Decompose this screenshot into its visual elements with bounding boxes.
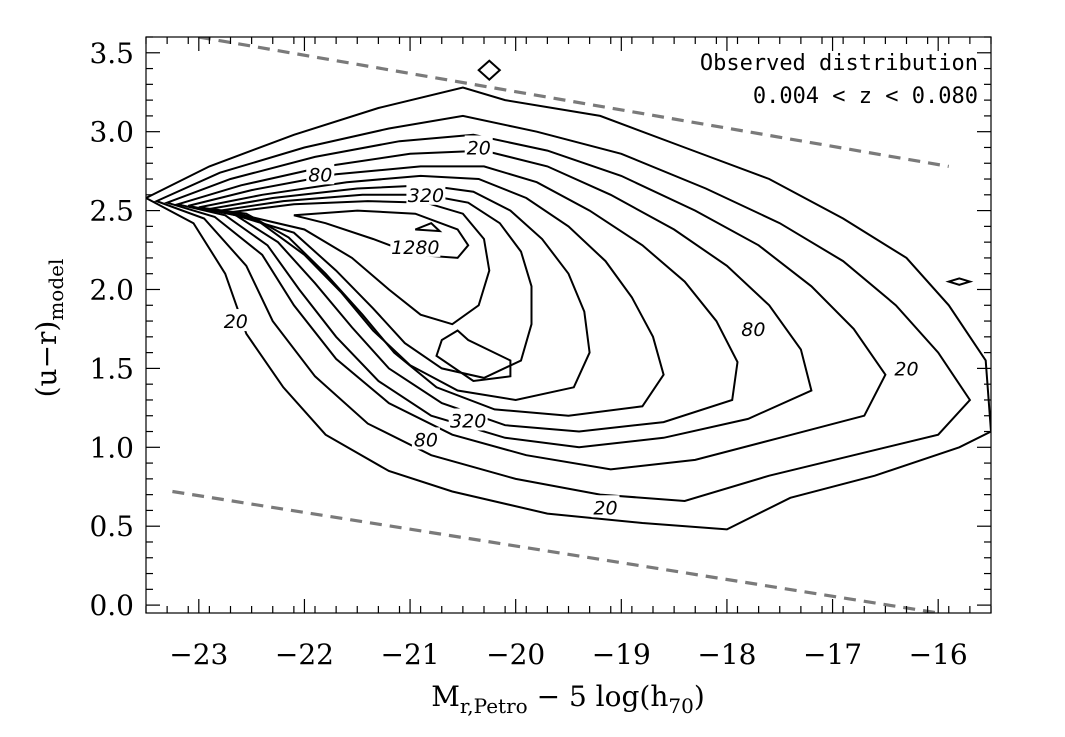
- x-tick-label: −17: [803, 638, 862, 671]
- y-axis-title-main: (u−r): [30, 321, 63, 398]
- axis-ticks: −23 −22 −21 −20 −19 −18 −17 −16 0.0 0.5 1.0 1.5 2.0 2…: [89, 36, 992, 671]
- y-tick-label: 1.5: [89, 352, 134, 385]
- contour-label: 80: [741, 319, 765, 341]
- contour-label: 320: [408, 185, 444, 207]
- contour-label-bg: [739, 316, 768, 339]
- y-tick-label: 2.5: [89, 195, 134, 228]
- contour-peak: [293, 209, 470, 259]
- contour-labels: 20 80 320 1280 20 80 20 320 80 20: [221, 135, 921, 519]
- y-tick-label: 0.5: [89, 510, 134, 543]
- y-tick-label: 1.0: [89, 431, 134, 464]
- contour-c5: [187, 165, 739, 433]
- contour-label-bg: [406, 182, 446, 205]
- contour-speck-right: [945, 277, 974, 286]
- contour-c4: [173, 149, 813, 449]
- y-tick-label: 3.5: [89, 37, 134, 70]
- contour-label-bg: [464, 135, 493, 158]
- contour-label-bg: [892, 356, 921, 379]
- plot-frame: [145, 36, 992, 614]
- contour-c6: [198, 174, 665, 417]
- x-axis-title-sub: r,Petro: [460, 694, 528, 718]
- contour-outer: [146, 86, 991, 531]
- contour-c8: [219, 193, 533, 379]
- contour-label: 20: [467, 137, 491, 159]
- contour-label: 20: [224, 311, 248, 333]
- contour-lines: [146, 59, 991, 531]
- reference-lines: [172, 37, 950, 613]
- contour-label: 80: [414, 429, 438, 451]
- x-axis-title-end: ): [694, 680, 705, 713]
- x-tick-label: −16: [909, 638, 968, 671]
- contour-label: 320: [450, 410, 486, 432]
- contour-blob-lower: [435, 329, 512, 383]
- y-tick-label: 3.0: [89, 116, 134, 149]
- contour-label-bg: [390, 234, 441, 257]
- y-axis-title-sub: model: [44, 259, 68, 321]
- contour-label-bg: [448, 408, 488, 431]
- contour-label: 1280: [391, 237, 439, 259]
- contour-c3: [163, 133, 887, 471]
- contour-label-bg: [591, 495, 620, 518]
- contour-label: 20: [894, 358, 918, 380]
- contour-label: 20: [593, 497, 617, 519]
- x-tick-label: −21: [381, 638, 440, 671]
- x-tick-label: −20: [486, 638, 545, 671]
- x-axis-title-rest: − 5 log(h: [528, 680, 669, 713]
- contour-label-bg: [221, 309, 250, 332]
- contour-label-bg: [411, 427, 440, 450]
- x-tick-label: −18: [697, 638, 756, 671]
- x-tick-label: −22: [275, 638, 334, 671]
- x-axis-title: Mr,Petro − 5 log(h70): [431, 680, 705, 718]
- x-tick-label: −19: [592, 638, 651, 671]
- x-tick-label: −23: [169, 638, 228, 671]
- contour-c7: [209, 184, 591, 402]
- contour-label-bg: [306, 162, 335, 185]
- contour-blob-center: [414, 222, 443, 233]
- annotation-line-2: 0.004 < z < 0.080: [753, 84, 978, 109]
- contour-c9: [230, 200, 491, 326]
- x-axis-title-sub2: 70: [668, 694, 693, 718]
- contour-label: 80: [308, 164, 332, 186]
- contour-speck-top: [477, 59, 502, 81]
- upper-cut-dashed-line: [198, 37, 950, 168]
- y-tick-label: 2.0: [89, 273, 134, 306]
- x-axis-title-main: M: [431, 680, 460, 713]
- annotation-line-1: Observed distribution: [700, 51, 978, 76]
- lower-cut-dashed-line: [172, 489, 939, 613]
- y-tick-label: 0.0: [89, 589, 134, 622]
- y-axis-title: (u−r)model: [30, 259, 68, 398]
- contour-c2: [153, 114, 972, 503]
